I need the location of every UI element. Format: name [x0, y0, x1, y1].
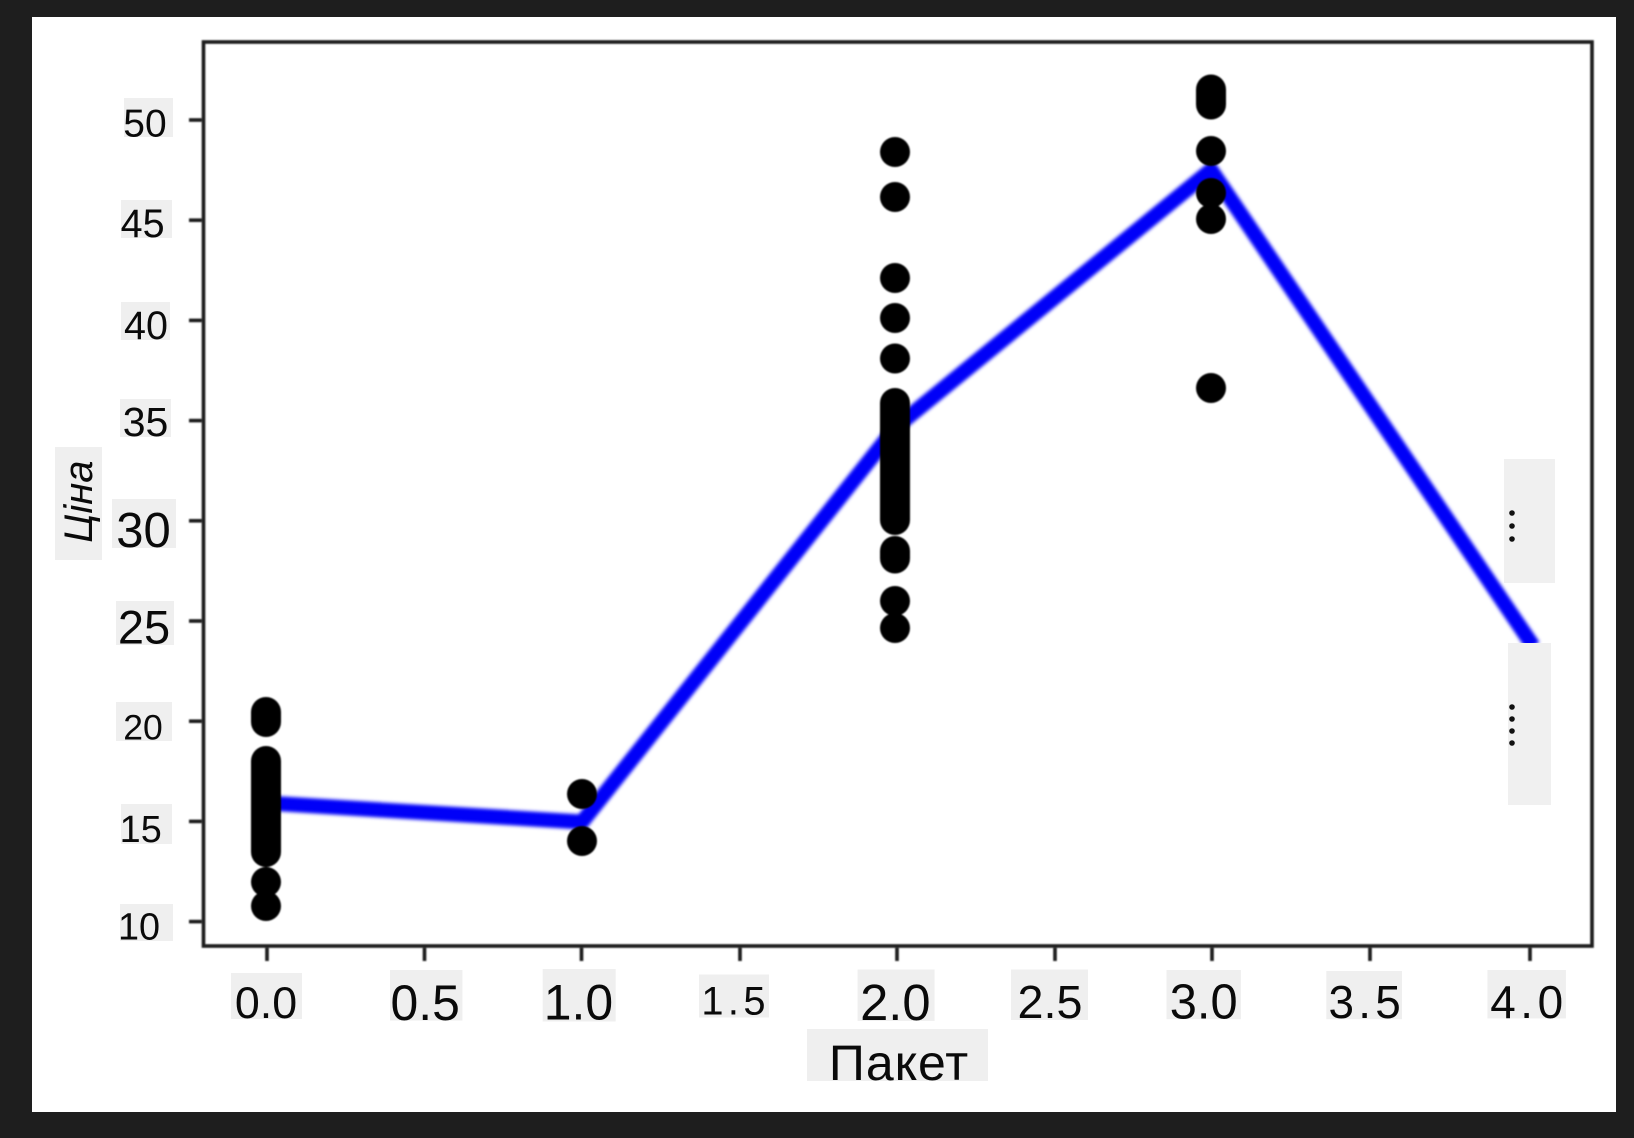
- svg-text:40: 40: [124, 304, 168, 348]
- svg-text:3.0: 3.0: [1170, 975, 1238, 1029]
- svg-text:0.0: 0.0: [235, 978, 297, 1028]
- svg-text:45: 45: [121, 202, 165, 246]
- svg-text:10: 10: [118, 907, 160, 949]
- svg-text:1.0: 1.0: [544, 975, 613, 1031]
- svg-text:35: 35: [123, 399, 169, 445]
- svg-text:2.5: 2.5: [1018, 976, 1083, 1028]
- svg-text:2.0: 2.0: [860, 974, 930, 1031]
- svg-text:50: 50: [123, 103, 166, 146]
- svg-text:1.5: 1.5: [701, 980, 770, 1024]
- svg-text:4.0: 4.0: [1490, 976, 1568, 1028]
- svg-text:15: 15: [120, 809, 162, 851]
- svg-text:Ціна: Ціна: [57, 460, 101, 542]
- svg-text:30: 30: [116, 504, 171, 558]
- svg-text:Пакет: Пакет: [829, 1035, 969, 1091]
- svg-text:25: 25: [118, 601, 170, 654]
- svg-text:0.5: 0.5: [391, 975, 460, 1031]
- svg-text:3.5: 3.5: [1328, 976, 1405, 1028]
- svg-text:20: 20: [123, 708, 163, 748]
